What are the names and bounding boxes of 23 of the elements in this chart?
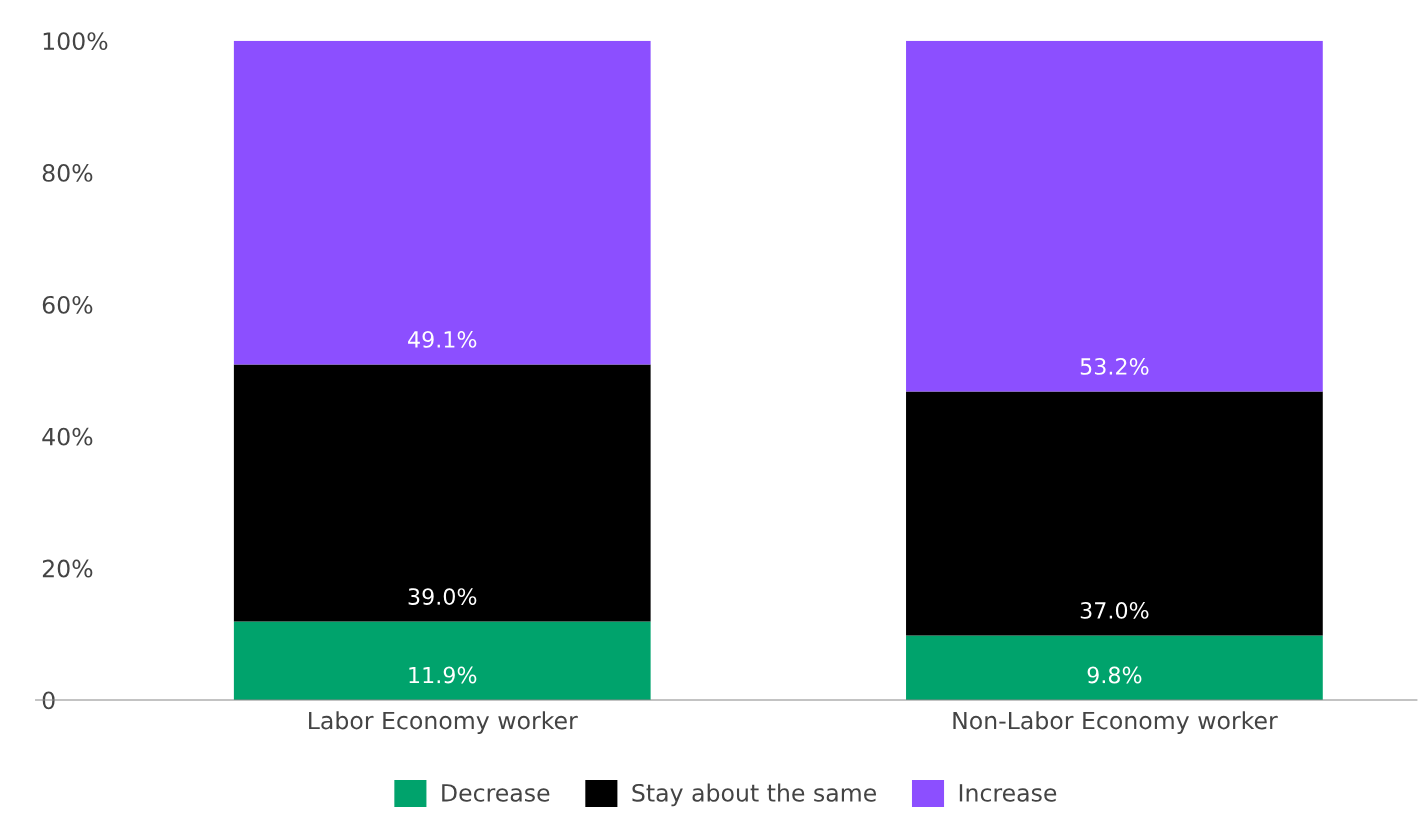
data-label: 37.0% <box>1080 601 1149 619</box>
bar <box>906 635 1323 701</box>
y-tick-label: 40% <box>42 427 93 446</box>
data-label: 49.1% <box>408 331 477 348</box>
data-label: 53.2% <box>1080 358 1149 375</box>
bar <box>233 364 651 622</box>
y-tick-label: 0 <box>42 691 55 710</box>
bar <box>233 40 651 365</box>
legend-label: Decrease <box>442 784 550 802</box>
y-tick-label: 100% <box>43 32 108 51</box>
bar <box>906 40 1323 392</box>
data-label: 39.0% <box>408 588 477 605</box>
data-label: 9.8% <box>1087 666 1142 684</box>
bar <box>906 391 1323 636</box>
x-tick-label: Labor Economy worker <box>309 711 578 734</box>
legend-label: Increase <box>959 784 1057 802</box>
legend-label: Stay about the same <box>632 783 876 807</box>
y-tick-label: 20% <box>42 559 93 578</box>
x-tick-label: Non-Labor Economy worker <box>953 711 1278 734</box>
y-tick-label: 80% <box>42 164 93 182</box>
y-tick-label: 60% <box>42 295 93 314</box>
bar <box>233 621 651 701</box>
data-label: 11.9% <box>409 666 477 684</box>
